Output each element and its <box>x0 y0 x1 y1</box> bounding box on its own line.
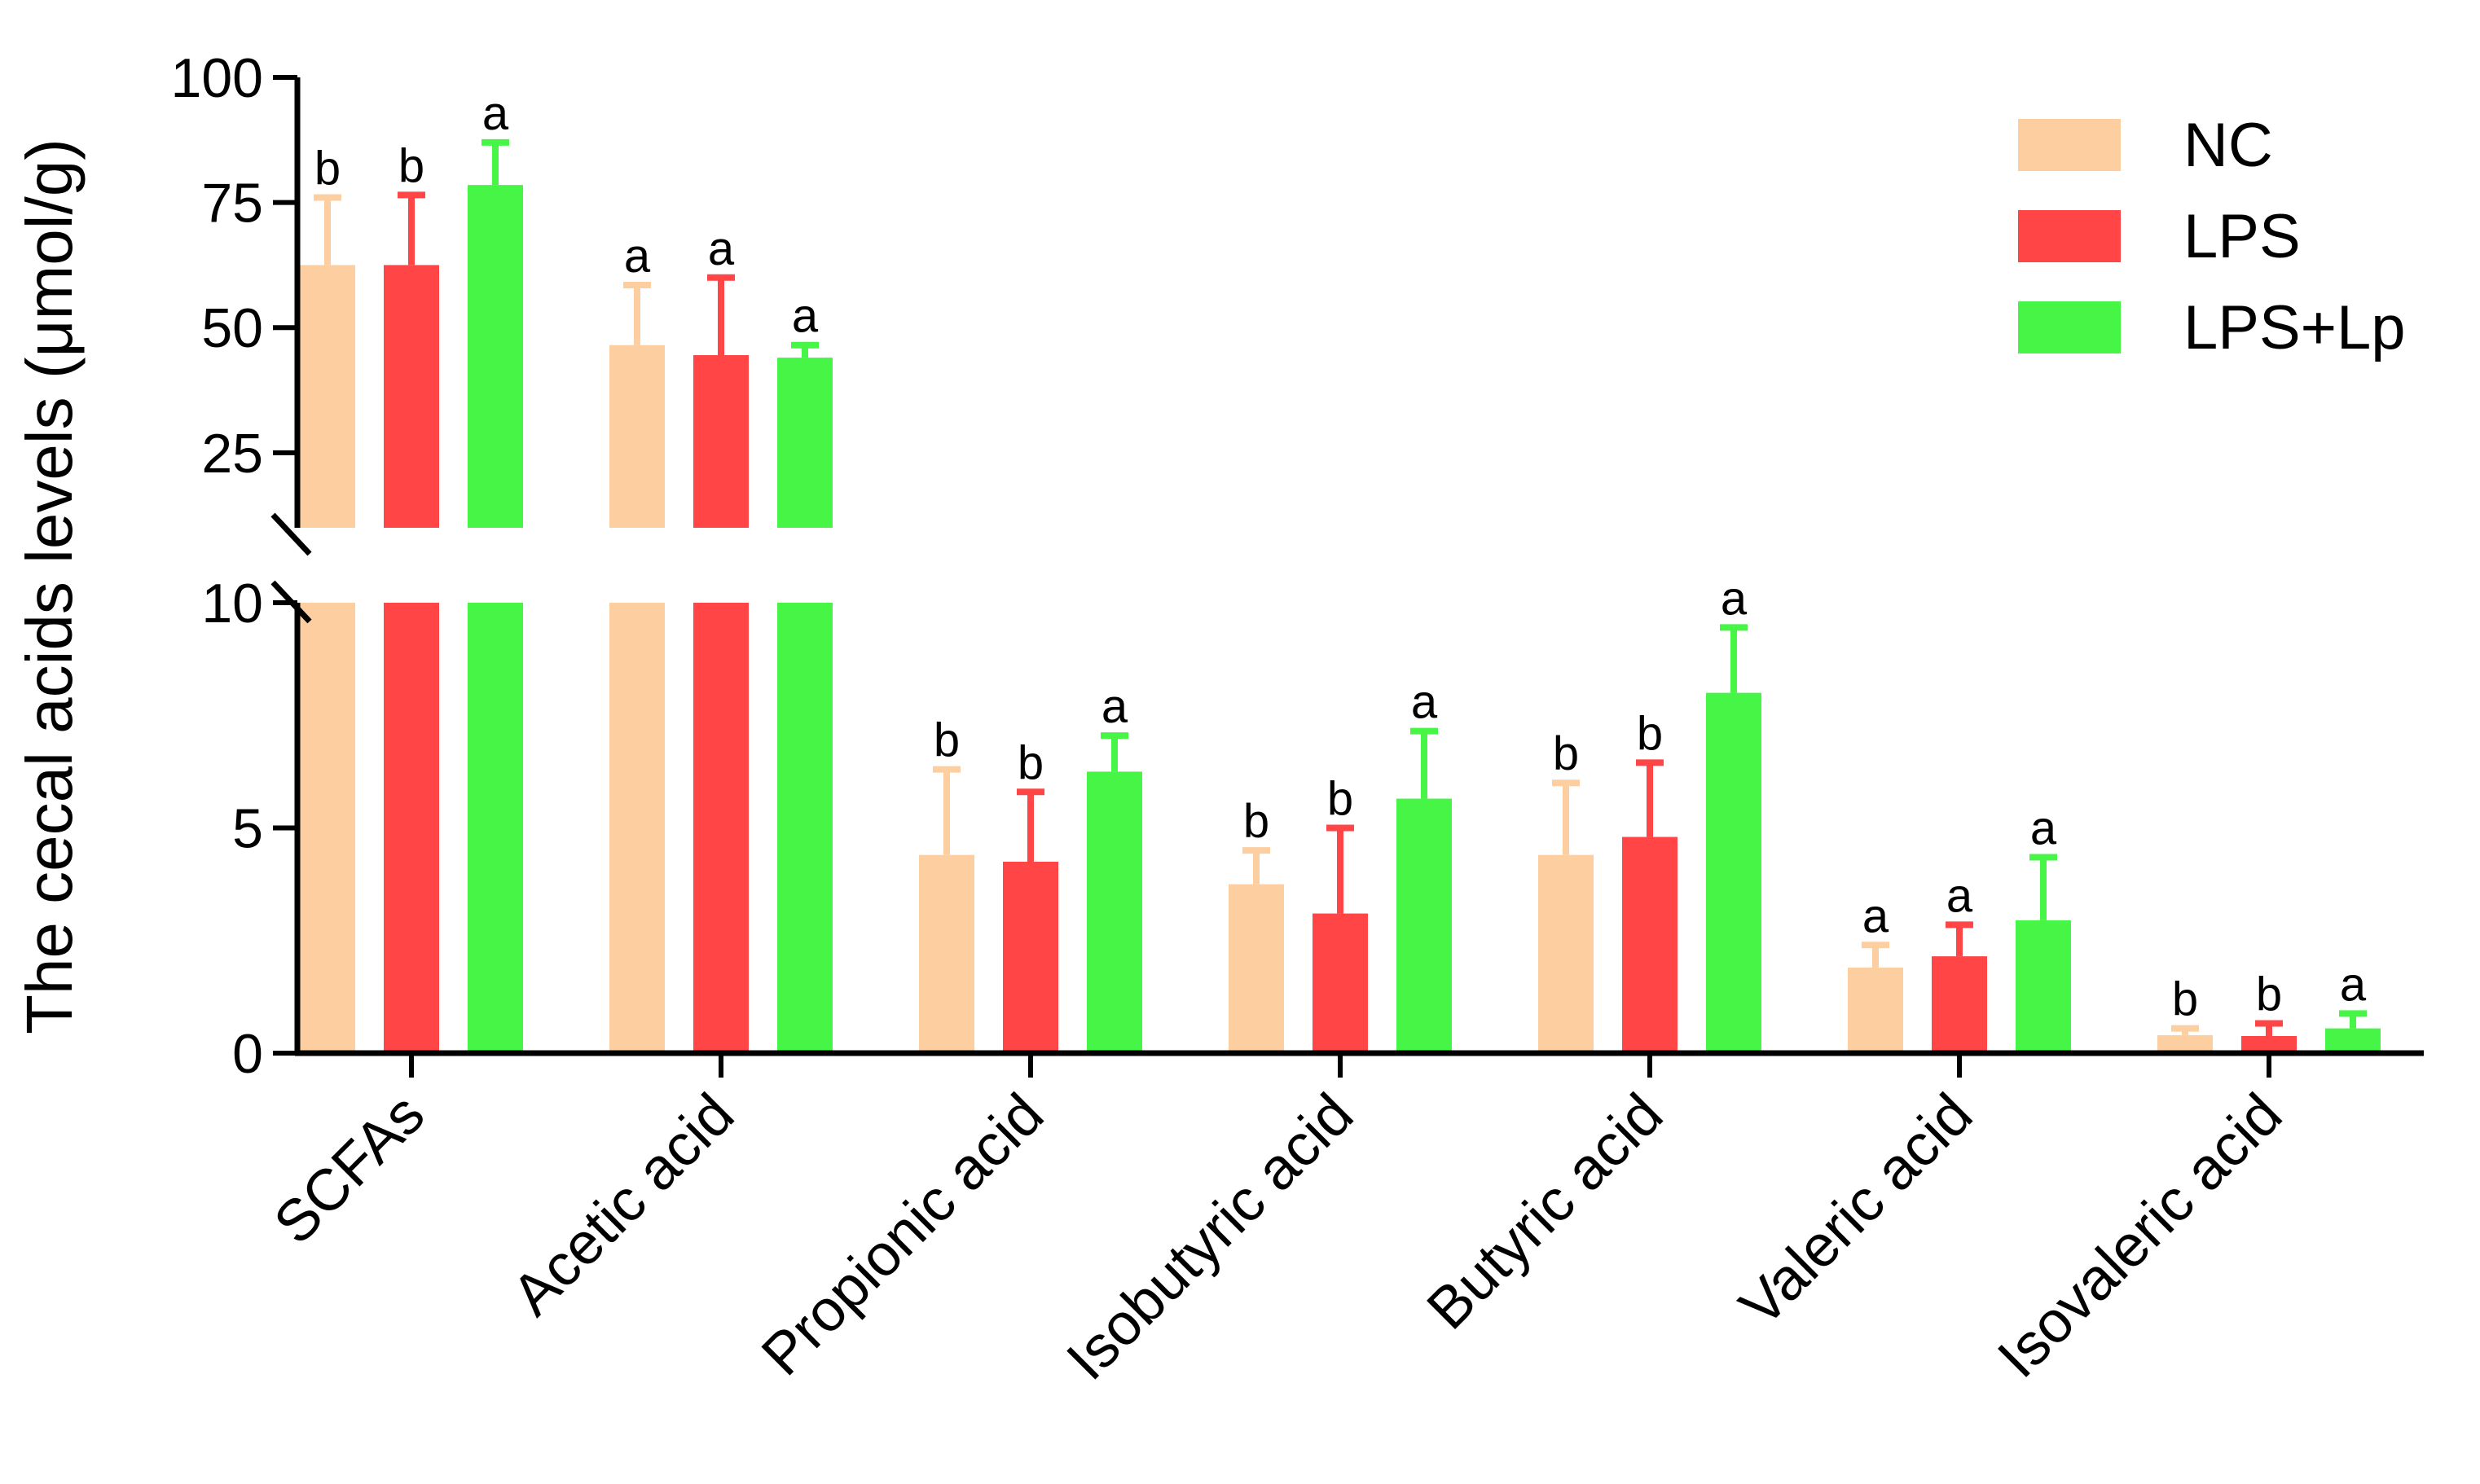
legend-swatch <box>2018 301 2121 353</box>
bar-lower-segment <box>468 603 523 1053</box>
legend-swatch <box>2018 119 2121 171</box>
bar <box>693 355 749 528</box>
significance-letter: b <box>1327 773 1353 826</box>
bar <box>2325 1028 2381 1053</box>
significance-letter: a <box>708 222 735 275</box>
y-tick-label: 25 <box>201 423 263 485</box>
significance-letter: a <box>1946 869 1973 922</box>
bar <box>300 265 355 528</box>
bars-layer <box>300 185 2381 1053</box>
significance-letter: a <box>1411 676 1438 729</box>
x-tick-label: Isovaleric acid <box>1985 1082 2294 1390</box>
bar-lower-segment <box>384 603 439 1053</box>
y-ticks-layer: 0 5 10 25 50 75 100 <box>171 47 297 1085</box>
x-tick-label: Isobutyric acid <box>1054 1082 1365 1393</box>
x-tick-label: Butyric acid <box>1415 1082 1676 1342</box>
bar <box>1932 956 1987 1053</box>
error-bars-layer <box>314 138 2367 1036</box>
axis-break-mark <box>270 512 312 556</box>
bar <box>1396 798 1452 1053</box>
bar <box>1087 771 1142 1053</box>
bar <box>1229 884 1284 1053</box>
bar <box>1313 913 1368 1053</box>
bar <box>777 358 833 528</box>
significance-letter: a <box>1862 889 1889 942</box>
x-tick-label: Acetic acid <box>500 1082 747 1328</box>
legend-label: NC <box>2183 111 2273 180</box>
significance-letter: b <box>314 142 341 195</box>
x-tick-label: Propionic acid <box>750 1082 1056 1388</box>
bar <box>1003 861 1058 1053</box>
bar <box>468 185 523 528</box>
significance-letter: a <box>1101 680 1128 733</box>
significance-letter: b <box>934 714 960 767</box>
significance-letter: a <box>2340 958 2367 1011</box>
bar <box>2241 1035 2297 1053</box>
y-tick-label: 10 <box>201 573 263 634</box>
legend-swatch <box>2018 210 2121 262</box>
bar <box>919 854 974 1053</box>
y-tick-label: 100 <box>171 47 263 109</box>
y-tick-label: 75 <box>201 173 263 235</box>
legend: NC LPS LPS+Lp <box>2018 111 2406 362</box>
y-axis-label: The cecal acids levels (μmol/g) <box>13 138 86 1034</box>
significance-letter: a <box>2030 801 2057 854</box>
significance-letter: a <box>482 87 509 140</box>
significance-letter: a <box>1721 572 1748 625</box>
significance-letter: b <box>2256 968 2282 1021</box>
bar-lower-segment <box>300 603 355 1053</box>
legend-label: LPS <box>2183 202 2301 271</box>
x-tick-label: Valeric acid <box>1727 1082 1985 1339</box>
bar-lower-segment <box>693 603 749 1053</box>
bar-lower-segment <box>609 603 665 1053</box>
significance-letter: b <box>1018 736 1044 789</box>
bar <box>384 265 439 528</box>
bar <box>1848 967 1903 1053</box>
bar <box>1538 854 1594 1053</box>
bar-lower-segment <box>777 603 833 1053</box>
bar <box>1622 836 1678 1053</box>
y-tick-label: 50 <box>201 297 263 359</box>
bar <box>2016 920 2071 1053</box>
y-tick-label: 0 <box>232 1023 263 1085</box>
significance-letter: b <box>2172 973 2198 1026</box>
x-tick-label: SCFAs <box>262 1082 437 1257</box>
significance-letters-layer: b b a a a a b b a b b a b b a a a a b b a <box>314 87 2367 1026</box>
significance-letter: a <box>792 290 819 343</box>
y-tick-label: 5 <box>232 798 263 860</box>
bar <box>1706 692 1761 1053</box>
significance-letter: a <box>624 230 651 283</box>
bar <box>609 345 665 528</box>
x-tick-labels-layer: SCFAs Acetic acid Propionic acidIsobutyric… <box>262 1053 2294 1393</box>
significance-letter: b <box>1243 795 1269 848</box>
bar <box>2157 1034 2213 1053</box>
significance-letter: b <box>398 139 424 192</box>
significance-letter: b <box>1553 727 1579 780</box>
legend-label: LPS+Lp <box>2183 293 2406 362</box>
significance-letter: b <box>1637 707 1663 760</box>
